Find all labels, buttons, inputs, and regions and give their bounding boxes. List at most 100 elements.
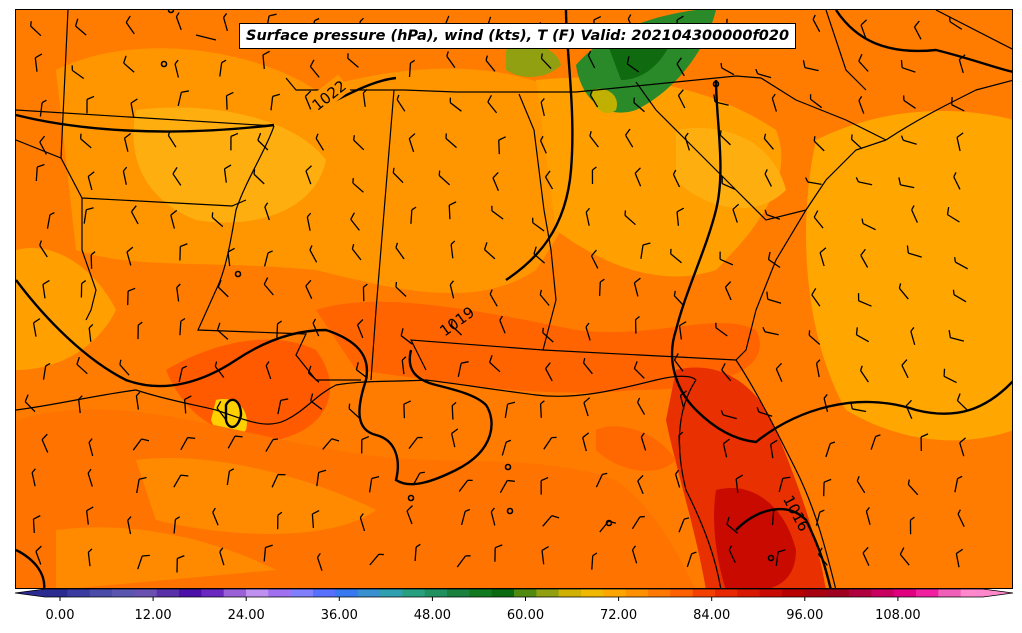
wind-barb [898,177,915,189]
wind-barb [673,290,685,307]
wind-barb [491,205,504,220]
wind-barb [265,361,272,380]
wind-barb [631,545,638,564]
wind-barb [542,327,554,343]
wind-barb [762,327,779,336]
wind-barb [899,547,910,566]
wind-barb [544,170,554,190]
wind-barb [226,468,235,486]
wind-barb [216,401,227,420]
colorbar-ticks: 0.00 12.00 24.00 36.00 48.00 60.00 72.00 84.00 9… [46,597,921,623]
wind-barb [123,133,132,152]
wind-barb [719,130,731,146]
wind-barb [492,171,499,192]
wind-barb [214,361,225,378]
wind-barb [860,248,869,268]
wind-barb [903,95,916,109]
wind-barb [76,356,88,375]
wind-barb [633,361,645,379]
wind-barb [633,97,645,113]
colorbar-cell [938,589,962,597]
wind-barb [450,240,456,259]
colorbar-cell [447,589,470,597]
wind-barb [686,551,697,568]
wind-barb [721,175,736,190]
wind-barb [24,394,36,413]
colorbar-cell [424,589,448,597]
wind-barb [41,433,49,453]
wind-barb [176,283,181,302]
colorbar-cell [246,589,269,597]
wind-barb [812,14,821,33]
wind-barb [460,508,471,526]
wind-barb [412,471,425,486]
wind-barb [87,468,93,487]
state-borders [16,10,1012,588]
wind-barb [817,547,828,566]
colorbar-cell [759,589,783,597]
wind-barb [946,206,960,223]
wind-barb [174,59,180,78]
wind-barb [901,359,909,379]
wind-barb [173,474,189,488]
wind-barb [778,476,791,493]
wind-barb [911,205,918,223]
wind-barb [499,479,515,494]
wind-barb [316,552,323,571]
wind-barb [545,362,553,382]
wind-barb [183,395,192,414]
wind-barb [42,362,51,380]
wind-barb [176,555,185,573]
wind-barb [315,133,325,151]
wind-barb [678,321,687,340]
wind-barb [359,513,366,532]
wind-barb [865,506,871,525]
wind-barb [764,169,772,187]
wind-barb [353,135,365,151]
wind-barb [361,435,370,454]
colorbar-cell [603,589,627,597]
wind-barb [408,59,416,78]
colorbar-cell [45,589,68,597]
colorbar-cell [581,589,604,597]
colorbar-tick-label: 0.00 [46,608,75,623]
wind-barb [954,257,969,270]
colorbar-cell [357,589,381,597]
wind-barb [720,62,735,76]
wind-barb [446,51,456,68]
wind-barb [39,135,47,155]
wind-barb [445,133,457,149]
wind-barb [307,365,320,383]
wind-barb [775,362,783,382]
wind-barb [489,289,498,307]
wind-barb [815,359,821,378]
wind-barb [490,507,496,526]
wind-barb [756,407,773,417]
wind-barb [540,476,549,495]
wind-barb [959,437,967,457]
colorbar-min-arrow [15,589,45,597]
colorbar-cell [112,589,135,597]
wind-barb [130,205,139,225]
wind-barb [262,50,270,69]
colorbar-cell [335,589,359,597]
wind-barb [88,323,94,342]
wind-barb [351,243,362,261]
wind-barb [943,368,957,384]
wind-barb [913,20,922,40]
wind-barb [720,410,737,420]
wind-barb [265,438,279,452]
wind-barb [408,436,423,449]
colorbar-cell [134,589,158,597]
wind-barb [920,433,929,452]
colorbar-cell [960,589,984,597]
wind-barb [804,177,822,186]
wind-barb [347,53,359,68]
wind-barb [219,59,227,77]
colorbar-cells [45,589,984,597]
wind-barb [583,397,591,417]
wind-barb [542,515,560,527]
weather-map: 1022 1019 1016 Surface pressure (hPa), w… [15,9,1013,589]
wind-barb [637,397,646,415]
colorbar-cell [67,589,91,597]
